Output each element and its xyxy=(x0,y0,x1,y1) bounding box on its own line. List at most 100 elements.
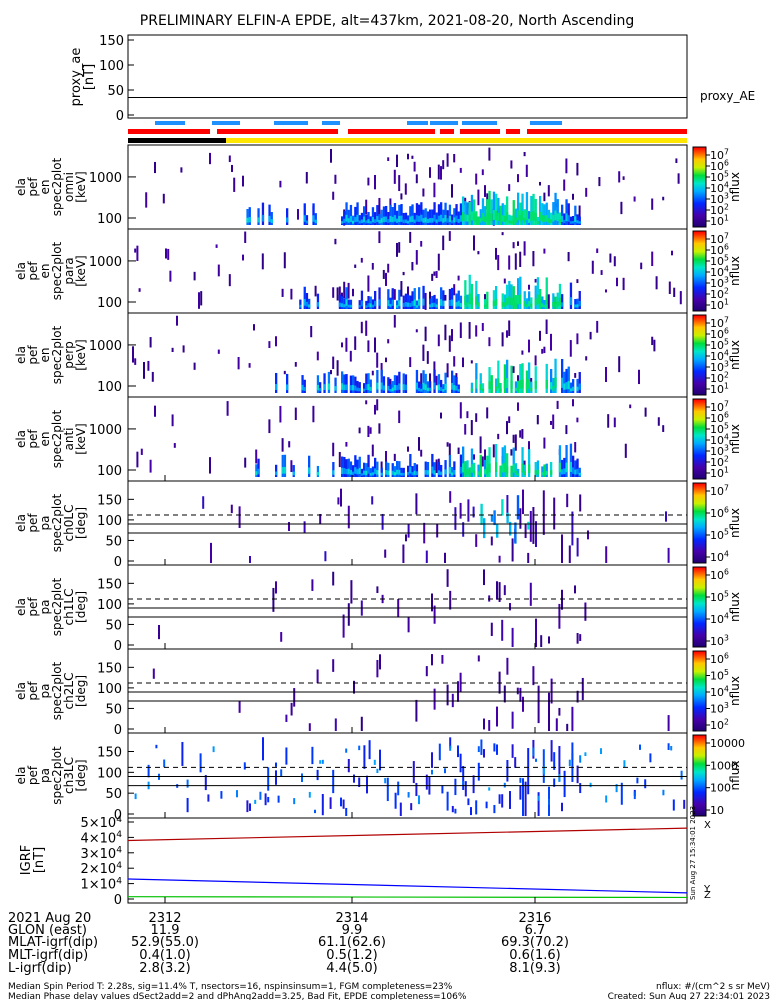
spectrogram-cell xyxy=(387,289,390,309)
colorbar-cell xyxy=(693,517,706,519)
spectrogram-cell xyxy=(358,220,361,224)
spectrogram-cell xyxy=(508,255,511,270)
spectrogram-cell xyxy=(490,213,493,222)
colorbar-cell xyxy=(693,441,706,443)
colorbar-cell xyxy=(693,780,706,782)
spectrogram-cell xyxy=(525,298,529,309)
spectrogram-cell xyxy=(501,293,504,309)
spectrogram-cell xyxy=(475,280,478,309)
spectrogram-cell xyxy=(466,214,469,222)
spectrogram-cell xyxy=(281,288,284,297)
colorbar-tick-label: 103 xyxy=(710,701,729,715)
colorbar-cell xyxy=(693,447,706,449)
spectrogram-cell xyxy=(391,216,394,223)
spectrogram-cell xyxy=(670,745,673,751)
colorbar-cell xyxy=(693,178,706,180)
spectrogram-cell xyxy=(441,654,444,664)
spectrogram-cell xyxy=(511,711,514,729)
spectrogram-cell xyxy=(569,282,573,309)
spectrogram-cell xyxy=(358,215,361,225)
colorbar-cell xyxy=(693,608,706,610)
spectrogram-cell xyxy=(367,303,370,308)
colorbar-cell xyxy=(693,792,706,794)
colorbar-cell xyxy=(693,592,706,594)
spectrogram-cell xyxy=(360,300,364,307)
spectrogram-cell xyxy=(396,469,399,475)
spectrogram-cell xyxy=(226,401,229,416)
spectrogram-cell xyxy=(418,381,421,393)
spectrogram-cell xyxy=(429,298,432,309)
colorbar-cell xyxy=(693,375,706,377)
spectrogram-cell xyxy=(367,296,370,309)
spectrogram-cell xyxy=(341,303,344,308)
spectrogram-cell xyxy=(426,351,429,364)
colorbar-cell xyxy=(693,231,706,233)
spectrogram-cell xyxy=(550,333,552,351)
spectrogram-cell xyxy=(413,288,416,309)
colorbar-cell xyxy=(693,505,706,507)
spectrogram-cell xyxy=(440,379,443,393)
spectrogram-cell xyxy=(568,545,571,563)
science-zone-bar xyxy=(212,121,240,125)
colorbar-cell xyxy=(693,634,706,636)
spectrogram-cell xyxy=(418,215,421,222)
colorbar-cell xyxy=(693,472,706,474)
colorbar-cell xyxy=(693,424,706,426)
colorbar-cell xyxy=(693,473,706,475)
spectrogram-cell xyxy=(134,248,137,253)
spectrogram-cell xyxy=(426,381,430,393)
spectrogram-cell xyxy=(275,383,278,390)
colorbar-tick-label: 10000 xyxy=(710,737,745,750)
colorbar-cell xyxy=(693,462,706,464)
colorbar-frame xyxy=(692,482,707,564)
spectrogram-cell xyxy=(572,399,574,407)
spectrogram-cell xyxy=(473,454,475,460)
spectrogram-cell xyxy=(382,206,386,225)
colorbar-cell xyxy=(693,428,706,430)
colorbar-cell xyxy=(693,287,706,289)
spectrogram-cell xyxy=(523,241,526,256)
spectrogram-cell xyxy=(539,330,541,341)
spectrogram-cell xyxy=(332,191,335,200)
spectrogram-cell xyxy=(672,799,675,811)
spectrogram-cell xyxy=(152,668,155,679)
colorbar-cell xyxy=(693,525,706,527)
spectrogram-cell xyxy=(435,459,438,474)
spectrogram-cell xyxy=(246,217,249,223)
spectrogram-cell xyxy=(163,759,166,768)
colorbar-cell xyxy=(693,149,706,151)
spectrogram-cell xyxy=(343,374,346,393)
colorbar-cell xyxy=(693,405,706,407)
colorbar-cell xyxy=(693,794,706,796)
colorbar-cell xyxy=(693,702,706,704)
spectrogram-cell xyxy=(402,271,405,276)
spectrogram-cell xyxy=(413,219,416,224)
colorbar-cell xyxy=(693,772,706,774)
colorbar-cell xyxy=(693,809,706,811)
colorbar-cell xyxy=(693,572,706,574)
spectrogram-cell xyxy=(349,215,353,222)
en_anti-colorbar xyxy=(692,398,710,480)
colorbar-cell xyxy=(693,705,706,707)
spectrogram-cell xyxy=(569,297,573,306)
colorbar-cell xyxy=(693,445,706,447)
spectrogram-cell xyxy=(506,760,509,782)
spectrogram-cell xyxy=(667,547,670,563)
colorbar-cell xyxy=(693,456,706,458)
spectrogram-cell xyxy=(508,184,511,191)
spectrogram-cell xyxy=(336,287,339,301)
colorbar-cell xyxy=(693,709,706,711)
igrf-series-line xyxy=(127,896,688,899)
colorbar-cell xyxy=(693,492,706,494)
spectrogram-cell xyxy=(433,470,436,475)
spectrogram-cell xyxy=(457,447,460,455)
spectrogram-cell xyxy=(343,384,346,391)
spectrogram-cell xyxy=(459,502,462,519)
spectrogram-cell xyxy=(334,386,337,391)
colorbar-cell xyxy=(693,575,706,577)
spectrogram-cell xyxy=(398,461,401,477)
spectrogram-cell xyxy=(343,456,346,477)
colorbar-cell xyxy=(693,716,706,718)
colorbar-label-text: nflux xyxy=(728,676,742,706)
spectrogram-cell xyxy=(303,298,306,306)
